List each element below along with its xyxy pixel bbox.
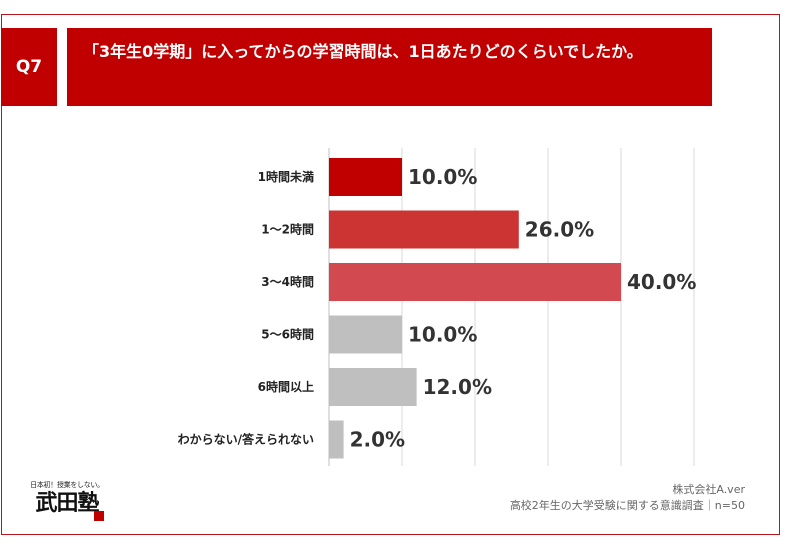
category-label: 3〜4時間 — [261, 274, 314, 289]
category-label: 6時間以上 — [258, 379, 314, 394]
bar — [329, 315, 402, 354]
source-company: 株式会社A.ver — [672, 483, 745, 496]
logo-name: 武田塾 — [35, 490, 99, 516]
value-label: 26.0% — [525, 218, 594, 242]
source-survey: 高校2年生の大学受験に関する意識調査｜n=50 — [509, 499, 745, 512]
category-label: わからない/答えられない — [178, 432, 314, 447]
value-label: 10.0% — [408, 323, 477, 347]
question-text: 「3年生0学期」に入ってからの学習時間は、1日あたりどのくらいでしたか。 — [83, 42, 643, 61]
bar — [329, 263, 621, 301]
value-label: 2.0% — [350, 428, 405, 452]
category-label: 1〜2時間 — [261, 222, 314, 237]
category-label: 5〜6時間 — [261, 327, 314, 342]
source-note: 株式会社A.ver 高校2年生の大学受験に関する意識調査｜n=50 — [510, 482, 745, 514]
bar — [329, 210, 519, 249]
bar — [329, 158, 402, 196]
value-label: 10.0% — [408, 165, 477, 189]
brand-logo: 日本初！授業をしない。 武田塾 — [28, 480, 106, 524]
question-number: Q7 — [15, 57, 43, 77]
category-label: 1時間未満 — [258, 169, 314, 184]
logo-seal-icon — [94, 511, 104, 521]
logo-tagline: 日本初！授業をしない。 — [30, 481, 104, 489]
value-label: 12.0% — [423, 375, 492, 399]
value-label: 40.0% — [627, 270, 696, 294]
question-title-box: 「3年生0学期」に入ってからの学習時間は、1日あたりどのくらいでしたか。 — [67, 28, 712, 106]
outer-frame — [1, 14, 780, 535]
question-number-badge: Q7 — [1, 28, 57, 106]
bar — [329, 368, 417, 406]
bar — [329, 420, 344, 459]
